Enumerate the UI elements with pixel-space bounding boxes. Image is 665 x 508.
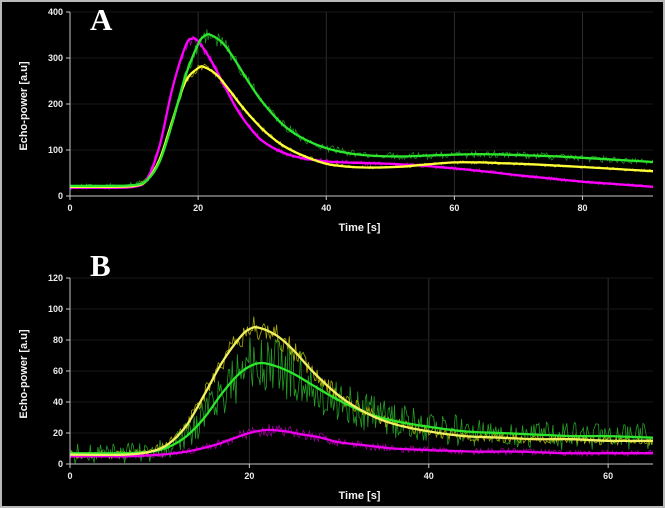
panel-a-letter: A — [90, 2, 113, 37]
x-tick-label: 60 — [603, 471, 613, 481]
x-tick-label: 80 — [578, 203, 588, 213]
series-group — [70, 29, 653, 191]
yellow-fit-raw-trace — [70, 63, 653, 189]
green-fit-curve — [70, 361, 653, 455]
yellow-fit-curve — [70, 326, 653, 457]
panel-a-y-axis-label: Echo-power [a.u] — [18, 61, 30, 151]
y-tick-label: 0 — [58, 459, 63, 469]
y-tick-label: 20 — [53, 428, 63, 438]
y-tick-label: 80 — [53, 335, 63, 345]
magenta-fit-curve — [70, 428, 653, 458]
x-tick-label: 20 — [244, 471, 254, 481]
y-tick-label: 400 — [48, 7, 63, 17]
y-tick-label: 100 — [48, 145, 63, 155]
x-tick-label: 20 — [193, 203, 203, 213]
panel-a-chart-canvas: 0 20 40 60 80 0 100 200 300 400 — [48, 7, 653, 213]
panel-b: B Echo-power [a.u] 0 20 40 60 0 20 40 60 80 100 12… — [2, 242, 663, 506]
y-tick-label: 60 — [53, 366, 63, 376]
x-tick-label: 0 — [67, 203, 72, 213]
y-tick-label: 120 — [48, 273, 63, 283]
panel-b-y-axis-label: Echo-power [a.u] — [18, 329, 30, 419]
y-tick-label: 40 — [53, 397, 63, 407]
magenta-fit-curve — [70, 37, 653, 189]
panel-b-chart-canvas: 0 20 40 60 0 20 40 60 80 100 120 — [48, 273, 653, 481]
x-tick-label: 60 — [449, 203, 459, 213]
x-tick-label: 40 — [424, 471, 434, 481]
x-tick-label: 40 — [321, 203, 331, 213]
panel-b-letter: B — [90, 248, 111, 283]
green-fit-curve — [70, 33, 653, 188]
panel-a: A Echo-power [a.u] 0 20 40 60 80 0 100 200 300 40… — [2, 2, 663, 242]
y-tick-label: 100 — [48, 304, 63, 314]
series-group — [70, 316, 653, 464]
x-tick-label: 0 — [67, 471, 72, 481]
panel-a-x-axis-label: Time [s] — [338, 222, 381, 234]
panel-b-x-axis-label: Time [s] — [338, 490, 381, 502]
yellow-fit-curve — [70, 65, 653, 189]
y-tick-label: 200 — [48, 99, 63, 109]
y-tick-label: 300 — [48, 53, 63, 63]
y-tick-label: 0 — [58, 191, 63, 201]
